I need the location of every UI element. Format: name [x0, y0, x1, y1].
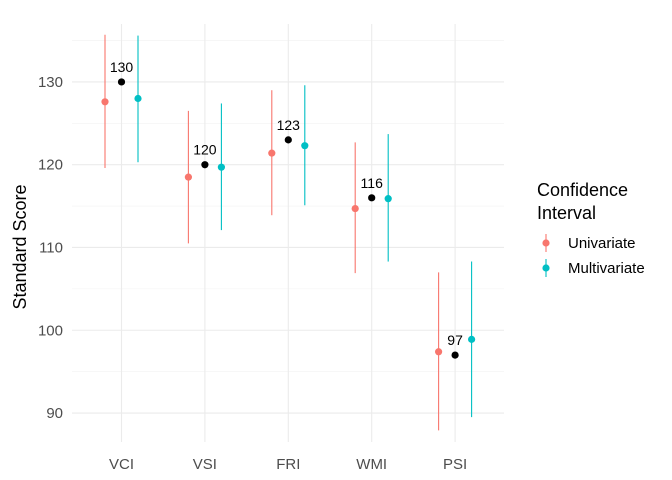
x-tick-label: PSI	[443, 456, 467, 473]
ci-point-univariate	[351, 204, 359, 213]
y-tick-label: 90	[46, 405, 63, 422]
observed-score-point	[117, 78, 126, 86]
observed-score-label: 120	[193, 142, 217, 158]
observed-score-label: 130	[110, 59, 134, 75]
ci-point-univariate	[184, 173, 192, 181]
y-tick-label: 120	[38, 157, 63, 174]
ci-point-multivariate	[468, 335, 476, 343]
x-tick-label: VSI	[193, 456, 217, 473]
legend-key-point-univariate	[542, 239, 550, 247]
y-tick-label: 100	[38, 322, 63, 339]
observed-score-label: 97	[447, 332, 463, 348]
y-tick-label: 110	[39, 239, 63, 256]
observed-score-label: 116	[361, 175, 384, 191]
ci-point-multivariate	[301, 142, 309, 150]
ci-point-univariate	[268, 149, 276, 157]
y-tick-label: 130	[38, 74, 63, 91]
x-axis-ticks: VCI VSI FRI WMI PSI	[109, 456, 467, 473]
y-axis-ticks: 90 100 110 120 130	[38, 74, 63, 422]
y-axis-title: Standard Score	[10, 184, 30, 309]
ci-point-multivariate	[217, 163, 225, 171]
x-tick-label: FRI	[276, 456, 300, 473]
legend: Confidence Interval Univariate Multivaria…	[537, 180, 645, 277]
ci-point-multivariate	[384, 195, 392, 203]
x-tick-label: VCI	[109, 456, 134, 473]
ci-point-multivariate	[134, 94, 142, 103]
ci-point-univariate	[101, 98, 109, 106]
major-gridlines	[72, 24, 504, 442]
observed-score-point	[368, 194, 376, 202]
legend-title-line-2: Interval	[537, 203, 596, 223]
observed-score-point	[284, 136, 292, 144]
observed-score-label: 123	[277, 117, 301, 133]
observed-score-point	[451, 351, 459, 359]
plot-marks: 130 120 123 116 97	[101, 34, 476, 431]
legend-key-point-multivariate	[542, 264, 550, 272]
x-tick-label: WMI	[356, 456, 387, 473]
legend-label-multivariate: Multivariate	[568, 260, 645, 277]
ci-point-univariate	[435, 348, 443, 356]
legend-title-line-1: Confidence	[537, 180, 628, 200]
legend-label-univariate: Univariate	[568, 235, 636, 252]
observed-score-point	[201, 161, 209, 169]
